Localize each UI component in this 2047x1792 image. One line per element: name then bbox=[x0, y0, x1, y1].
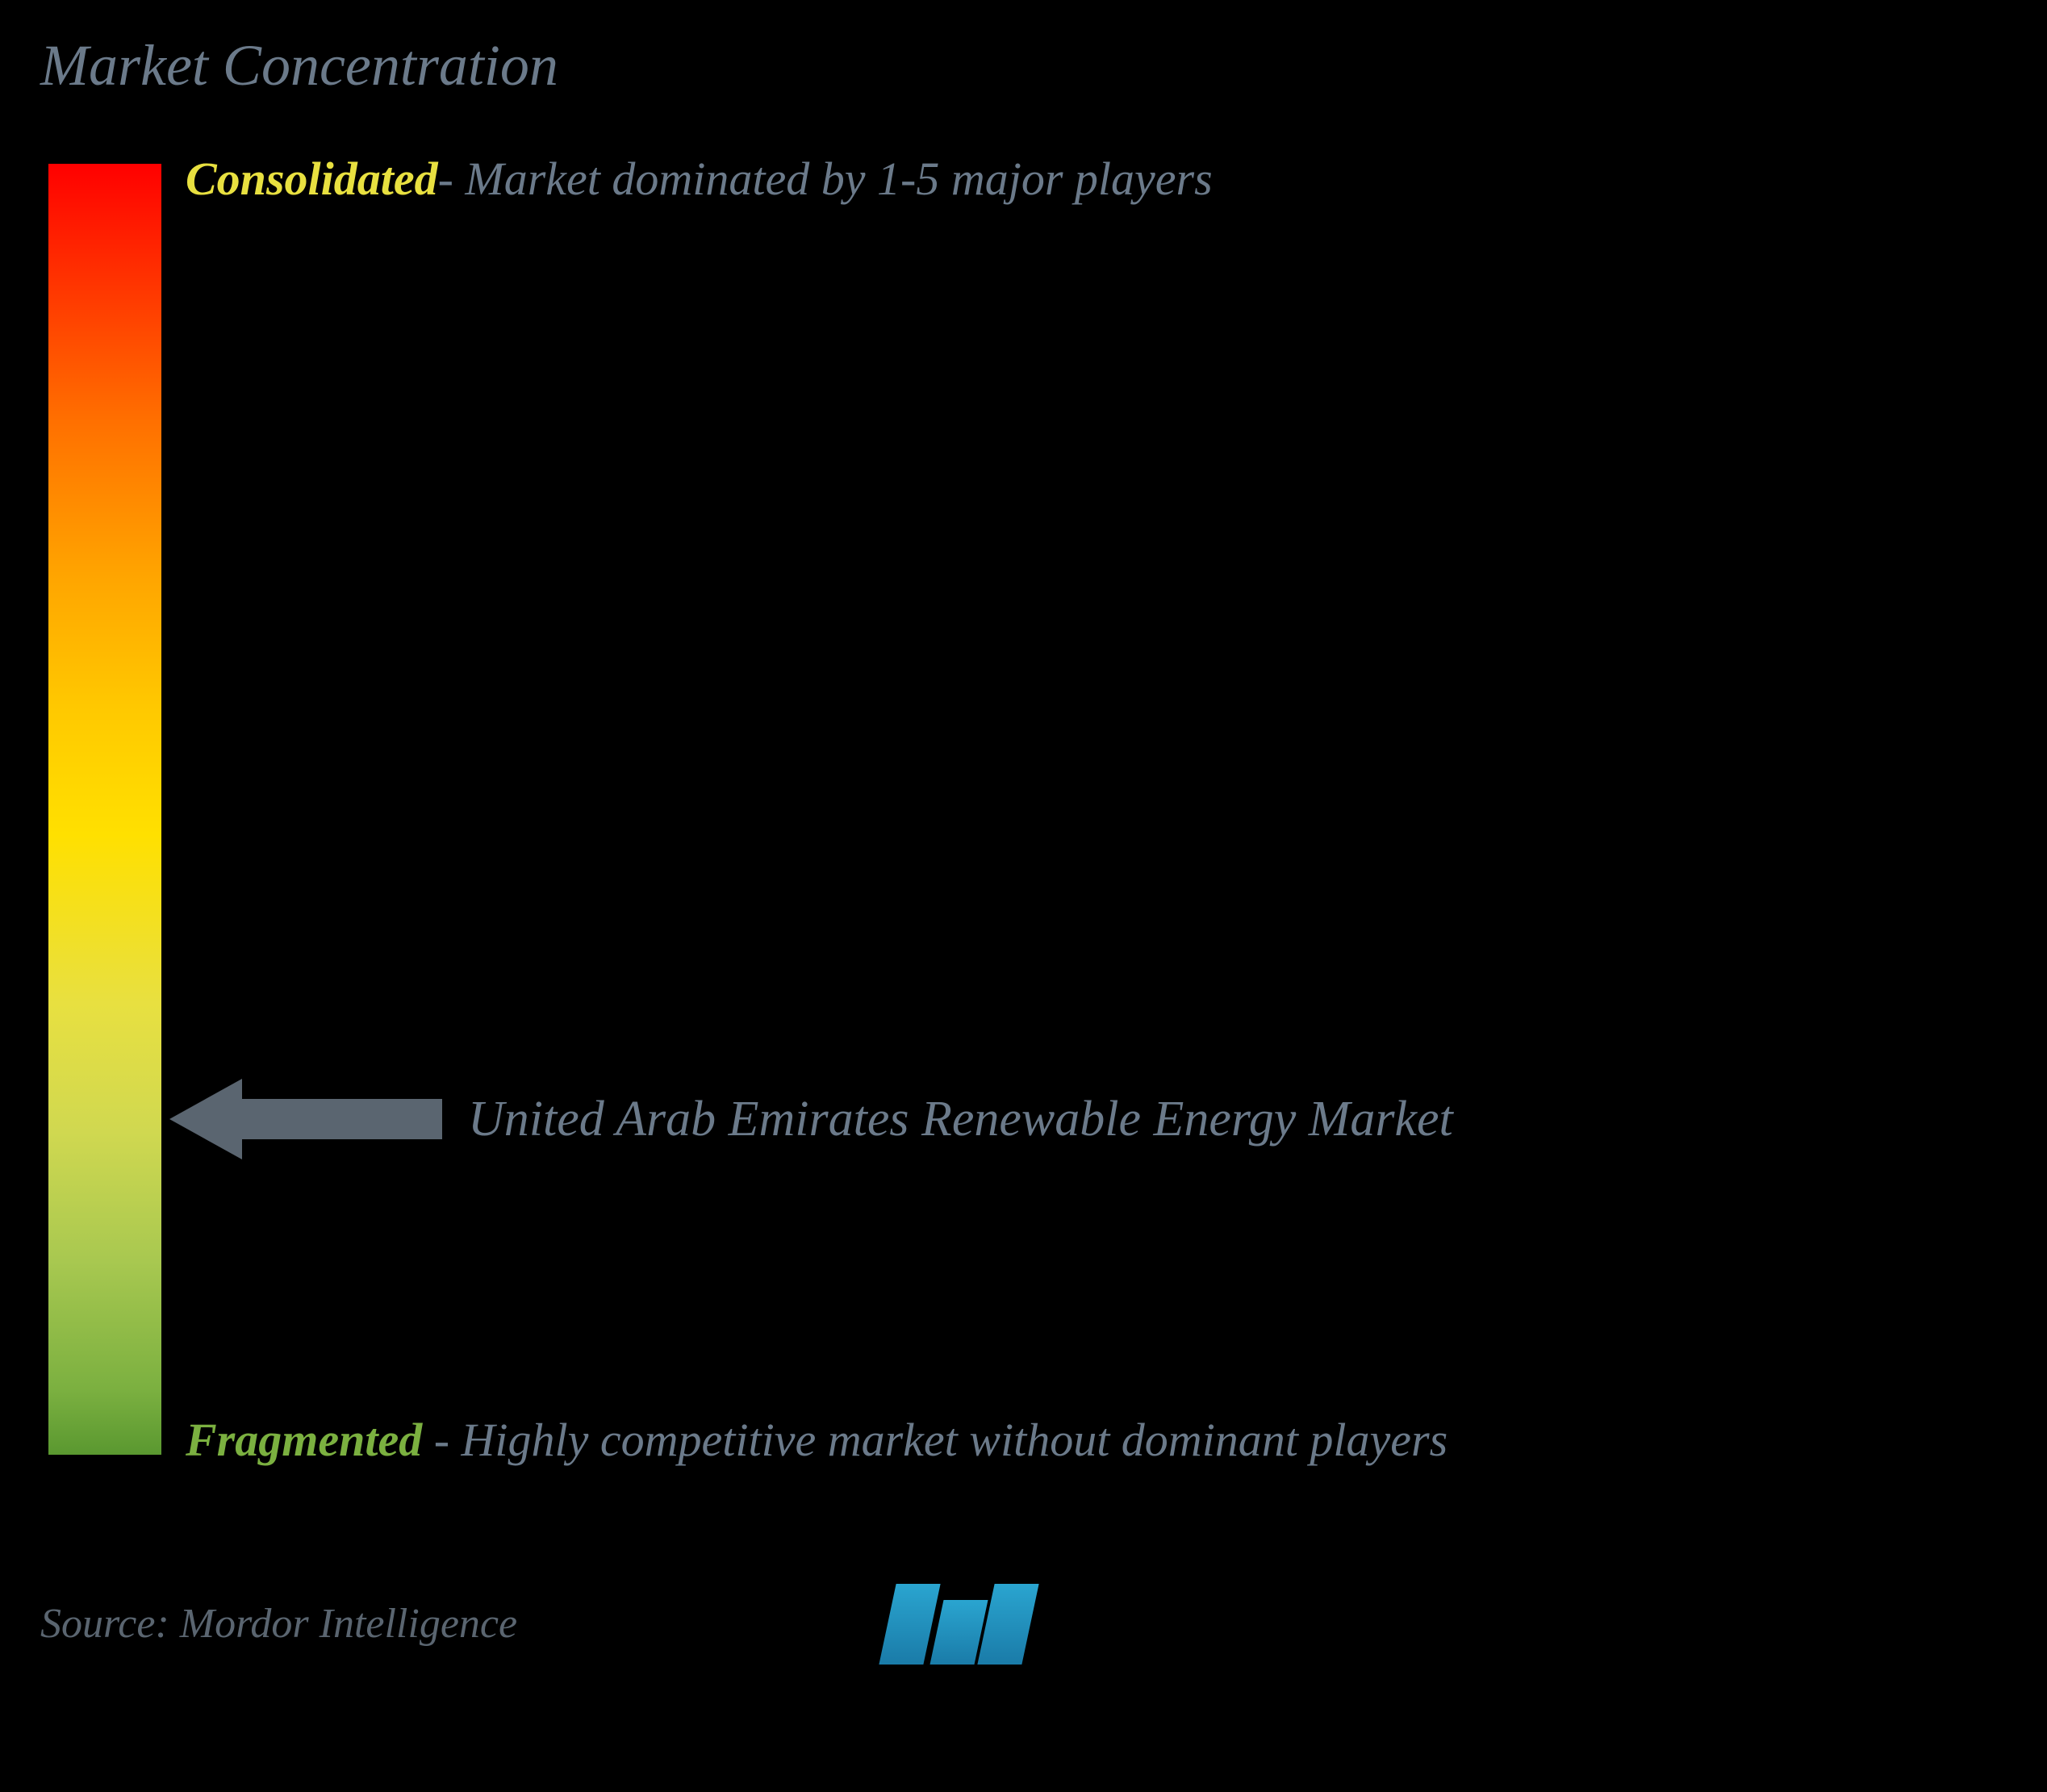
chart-content: Consolidated- Market dominated by 1-5 ma… bbox=[40, 164, 2007, 1455]
fragmented-label-desc: - Highly competitive market without domi… bbox=[422, 1414, 1448, 1466]
labels-column: Consolidated- Market dominated by 1-5 ma… bbox=[186, 164, 2007, 1455]
source-attribution: Source: Mordor Intelligence bbox=[40, 1600, 517, 1648]
concentration-gradient-bar bbox=[48, 164, 161, 1455]
consolidated-label: Consolidated- Market dominated by 1-5 ma… bbox=[186, 152, 1213, 206]
mordor-logo-icon bbox=[888, 1584, 1030, 1665]
footer: Source: Mordor Intelligence bbox=[40, 1600, 2007, 1648]
fragmented-label: Fragmented - Highly competitive market w… bbox=[186, 1413, 1448, 1467]
arrow-left-icon bbox=[169, 1083, 444, 1155]
consolidated-label-desc: - Market dominated by 1-5 major players bbox=[438, 152, 1213, 205]
market-marker-label: United Arab Emirates Renewable Energy Ma… bbox=[468, 1087, 1453, 1152]
market-marker: United Arab Emirates Renewable Energy Ma… bbox=[169, 1083, 1453, 1155]
consolidated-label-bold: Consolidated bbox=[186, 152, 438, 205]
chart-title: Market Concentration bbox=[40, 32, 2007, 99]
fragmented-label-bold: Fragmented bbox=[186, 1414, 422, 1466]
